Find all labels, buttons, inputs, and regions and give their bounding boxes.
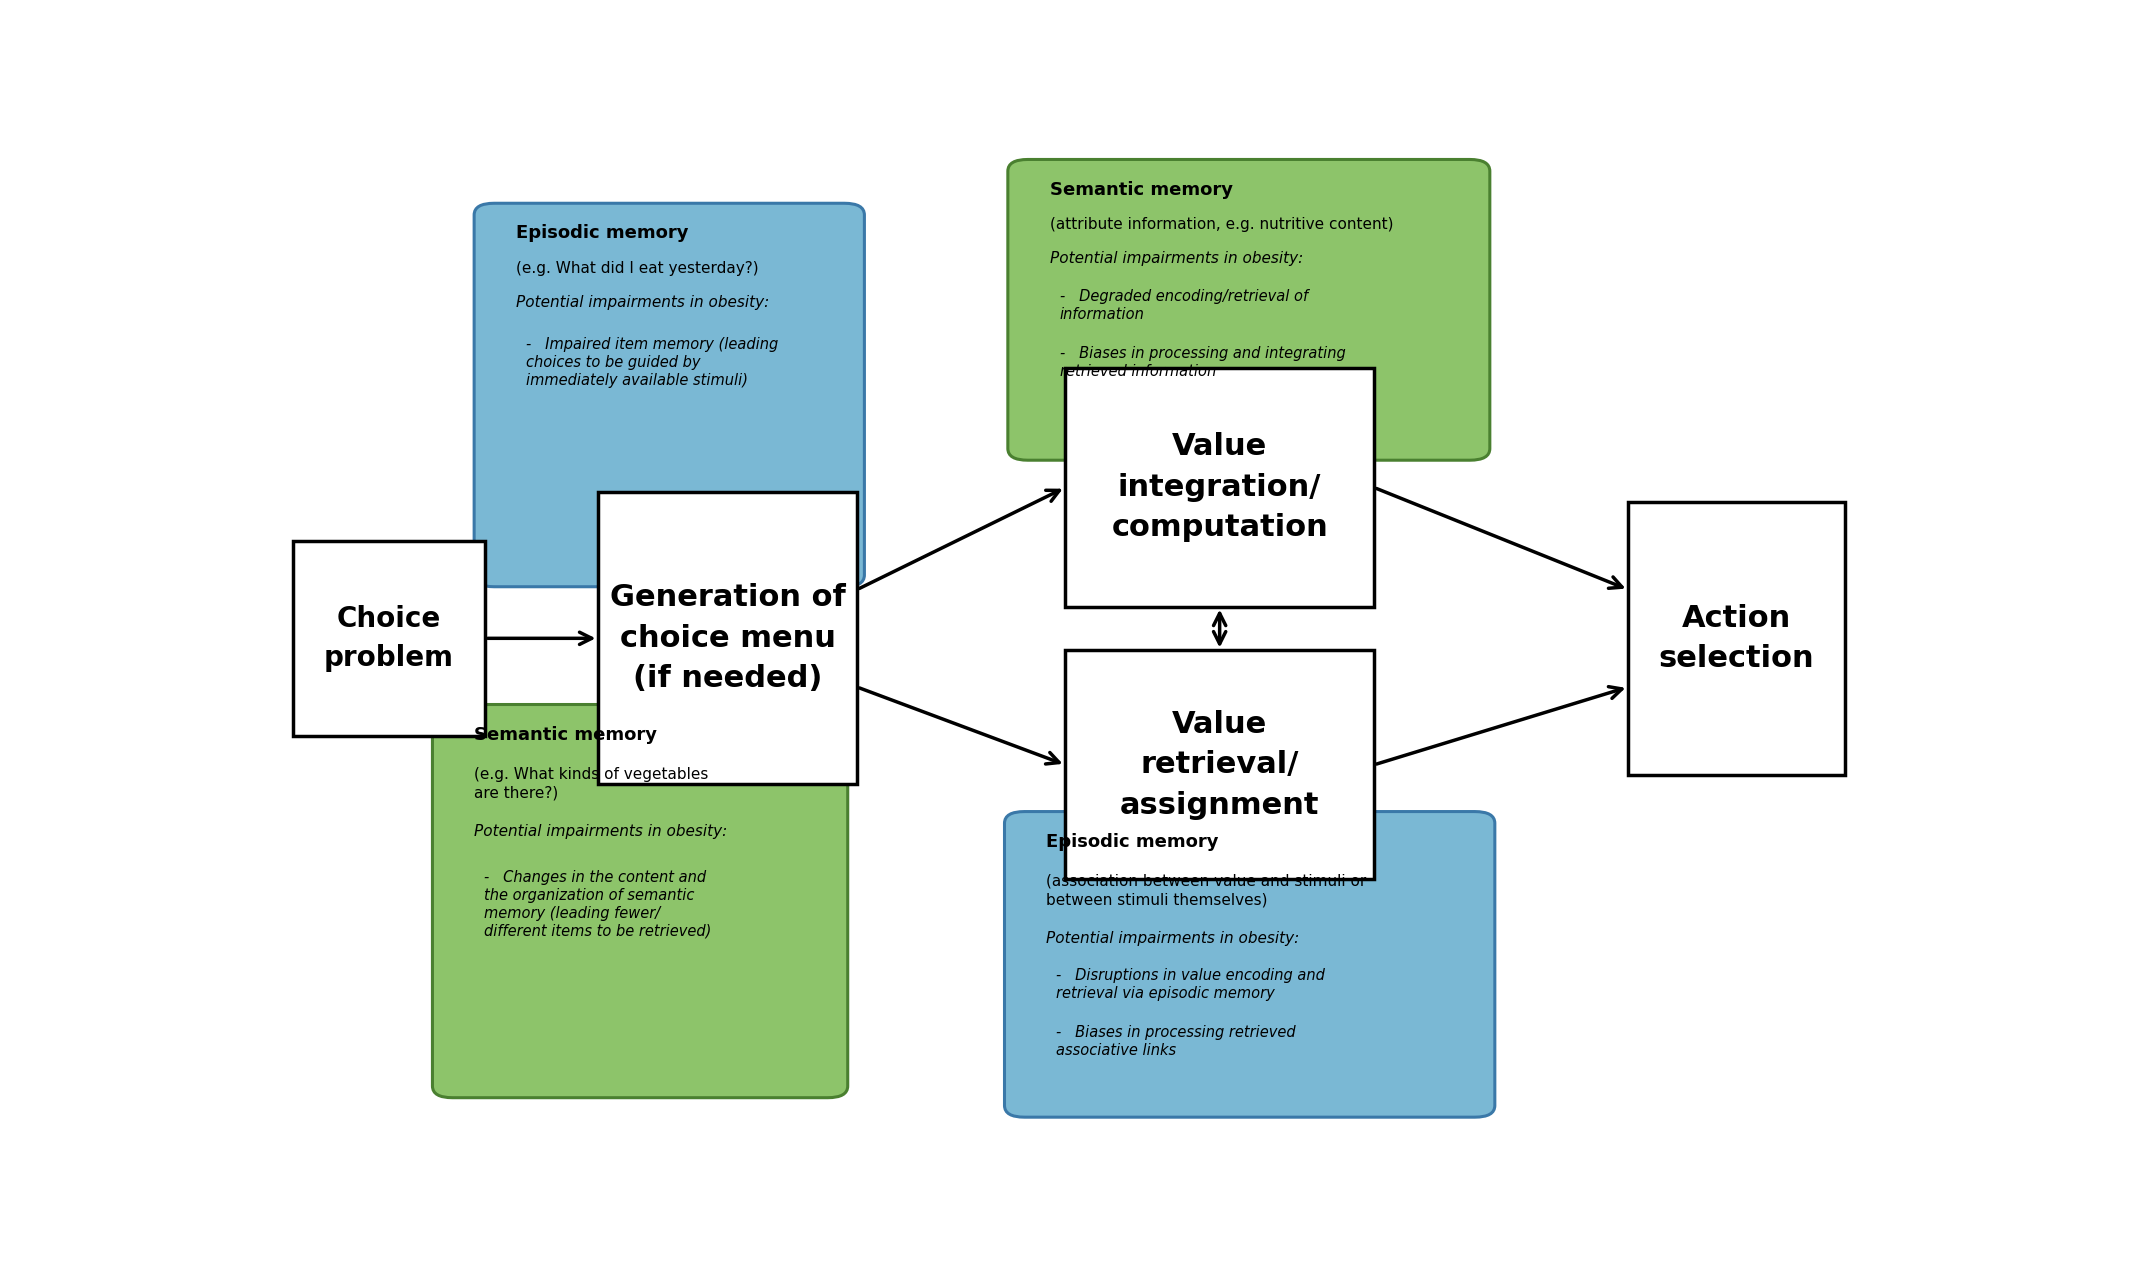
FancyBboxPatch shape [1065,368,1373,607]
Polygon shape [1220,823,1293,891]
Text: -   Disruptions in value encoding and
retrieval via episodic memory: - Disruptions in value encoding and retr… [1057,968,1326,1001]
Polygon shape [678,575,745,594]
Text: Value
retrieval/
assignment: Value retrieval/ assignment [1119,710,1319,820]
FancyBboxPatch shape [1065,651,1373,880]
Text: -   Biases in processing and integrating
retrieved information: - Biases in processing and integrating r… [1059,346,1345,379]
Text: Potential impairments in obesity:: Potential impairments in obesity: [1050,252,1302,267]
FancyBboxPatch shape [293,541,484,736]
Text: -   Impaired item memory (leading
choices to be guided by
immediately available : - Impaired item memory (leading choices … [525,337,779,388]
Text: (association between value and stimuli or
between stimuli themselves): (association between value and stimuli o… [1046,873,1367,908]
Text: Action
selection: Action selection [1659,604,1814,672]
FancyBboxPatch shape [1629,502,1844,775]
Polygon shape [1220,365,1293,449]
Text: Potential impairments in obesity:: Potential impairments in obesity: [516,295,768,310]
Text: -   Degraded encoding/retrieval of
information: - Degraded encoding/retrieval of informa… [1059,289,1308,322]
Text: Semantic memory: Semantic memory [1050,181,1233,198]
Text: (e.g. What kinds of vegetables
are there?): (e.g. What kinds of vegetables are there… [473,766,708,800]
Text: Generation of
choice menu
(if needed): Generation of choice menu (if needed) [609,583,846,694]
Text: (e.g. What did I eat yesterday?): (e.g. What did I eat yesterday?) [516,260,758,276]
Text: Value
integration/
computation: Value integration/ computation [1110,432,1328,542]
Text: Potential impairments in obesity:: Potential impairments in obesity: [1046,930,1300,945]
Text: Episodic memory: Episodic memory [516,225,689,243]
Text: -   Changes in the content and
the organization of semantic
memory (leading fewe: - Changes in the content and the organiz… [484,870,712,939]
FancyBboxPatch shape [433,704,848,1097]
Text: Choice
problem: Choice problem [325,604,454,672]
FancyBboxPatch shape [1005,811,1496,1117]
Text: -   Biases in processing retrieved
associative links: - Biases in processing retrieved associa… [1057,1025,1296,1058]
FancyBboxPatch shape [473,204,865,586]
FancyBboxPatch shape [598,493,856,784]
Text: Semantic memory: Semantic memory [473,726,656,743]
Text: Episodic memory: Episodic memory [1046,833,1218,851]
FancyBboxPatch shape [1007,159,1489,460]
Text: (attribute information, e.g. nutritive content): (attribute information, e.g. nutritive c… [1050,217,1392,233]
Polygon shape [678,688,745,717]
Text: Potential impairments in obesity:: Potential impairments in obesity: [473,824,727,838]
